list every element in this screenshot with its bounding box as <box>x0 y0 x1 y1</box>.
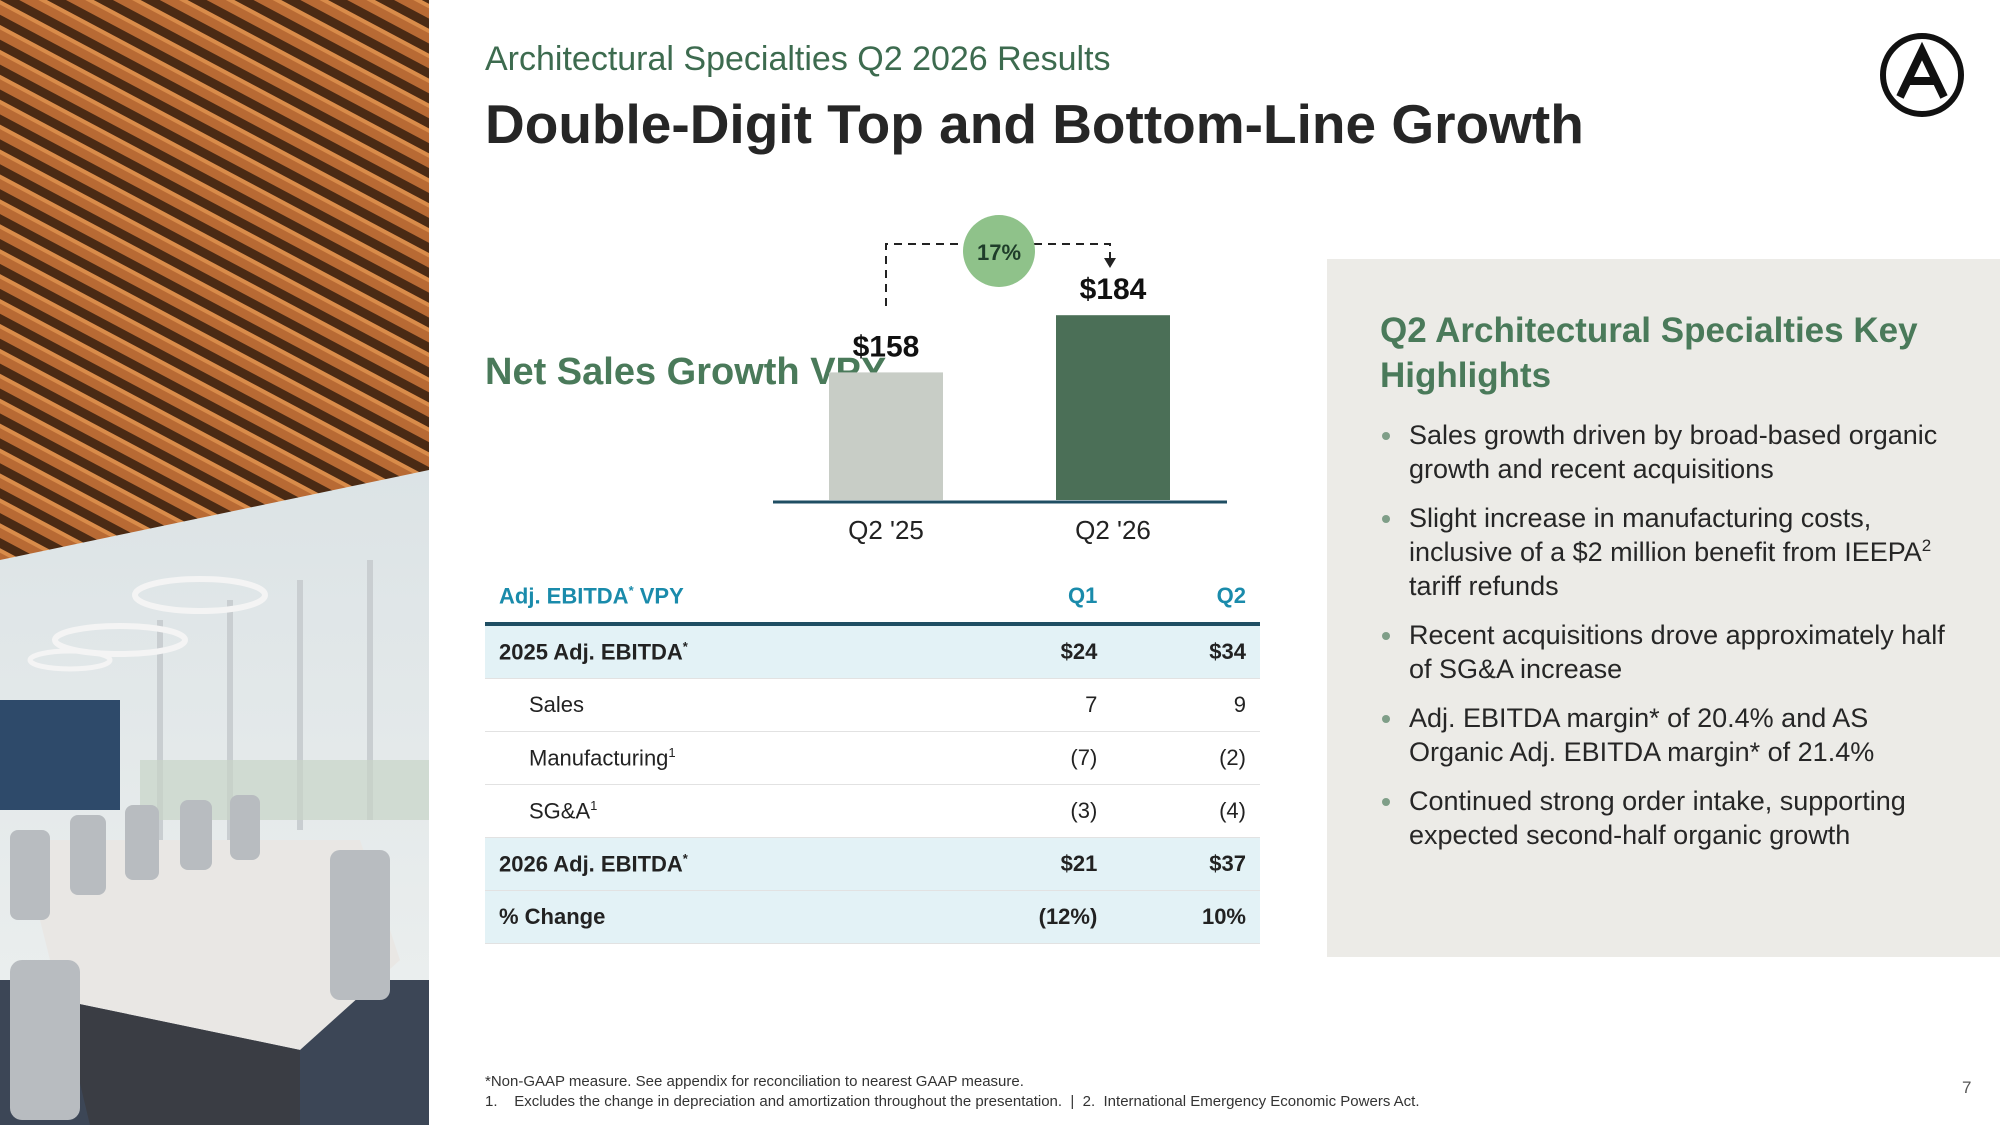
table-row: SG&A1 (3) (4) <box>485 784 1260 838</box>
superscript: 2 <box>1921 536 1932 555</box>
subtitle: Architectural Specialties Q2 2026 Result… <box>485 40 1111 78</box>
highlights-panel <box>1327 259 2000 957</box>
growth-label: 17% <box>977 240 1021 265</box>
table-cell: 2026 Adj. EBITDA* <box>485 837 933 891</box>
table-cell: (7) <box>932 731 1112 785</box>
superscript: * <box>682 638 688 654</box>
bullet: Adj. EBITDA margin* of 20.4% and AS Orga… <box>1380 701 1960 769</box>
bar-chart: Net Sales Growth VPY $158 Q2 '25 $184 Q2 '2… <box>485 215 1227 545</box>
bar <box>829 372 943 500</box>
x-tick-label: Q2 '26 <box>1075 515 1151 545</box>
text: 2025 Adj. EBITDA <box>499 639 683 665</box>
header-row: Adj. EBITDA* VPY Q1 Q2 <box>485 570 1260 626</box>
growth-badge <box>963 215 1035 287</box>
title: Double-Digit Top and Bottom-Line Growth <box>485 93 1584 155</box>
text: Slight increase in manufacturing costs, … <box>1409 503 1922 567</box>
header-cell: Q1 <box>932 570 1112 626</box>
footnote-line: 1. Excludes the change in depreciation a… <box>485 1092 1420 1112</box>
photo <box>0 0 429 1125</box>
table-cell: Manufacturing1 <box>485 731 933 785</box>
arrow-head <box>1104 258 1116 268</box>
footnote-number: 2. <box>1082 1093 1096 1110</box>
footnote: *Non-GAAP measure. See appendix for reco… <box>485 1073 1024 1090</box>
table-cell: (12%) <box>932 890 1112 944</box>
table-row: 2026 Adj. EBITDA* $21 $37 <box>485 837 1260 891</box>
bullet: Sales growth driven by broad-based organ… <box>1380 418 1960 486</box>
bullet: Slight increase in manufacturing costs, … <box>1380 501 1960 603</box>
highlights-list: Sales growth driven by broad-based organ… <box>1380 418 1960 867</box>
table-cell: 2025 Adj. EBITDA* <box>485 624 933 679</box>
text: VPY <box>633 583 684 609</box>
text: 2026 Adj. EBITDA <box>499 851 683 877</box>
text: tariff refunds <box>1409 571 1559 601</box>
footnotes: *Non-GAAP measure. See appendix for reco… <box>485 1072 1420 1112</box>
table-cell: $24 <box>932 624 1112 679</box>
table-cell: (3) <box>932 784 1112 838</box>
logo <box>1880 33 1964 117</box>
table-cell: $37 <box>1111 837 1260 891</box>
bullet: Recent acquisitions drove approximately … <box>1380 618 1960 686</box>
table-row: % Change (12%) 10% <box>485 890 1260 944</box>
table-cell: 10% <box>1111 890 1260 944</box>
table-cell: Sales <box>485 678 933 732</box>
text: Recent acquisitions drove approximately … <box>1409 620 1945 684</box>
ebitda-table: Adj. EBITDA* VPY Q1 Q2 2025 Adj. EBITDA* $24… <box>485 570 1260 944</box>
superscript: * <box>628 582 634 598</box>
table-cell: (2) <box>1111 731 1260 785</box>
text: Sales <box>529 692 585 717</box>
text: Adj. EBITDA margin* of 20.4% and AS Orga… <box>1409 703 1875 767</box>
table-cell: SG&A1 <box>485 784 933 838</box>
superscript: 1 <box>590 797 598 813</box>
footnote-number: 1. <box>485 1093 498 1110</box>
table-row: Sales 7 9 <box>485 678 1260 732</box>
page-number: 7 <box>1962 1078 1972 1097</box>
bar <box>1056 315 1170 500</box>
text: SG&A <box>529 798 591 824</box>
bullet: Continued strong order intake, supportin… <box>1380 784 1960 852</box>
footnote: International Emergency Economic Powers … <box>1103 1093 1420 1110</box>
superscript: * <box>682 850 688 866</box>
table-cell: (4) <box>1111 784 1260 838</box>
text: Sales growth driven by broad-based organ… <box>1409 420 1938 484</box>
highlights-title: Q2 Architectural Specialties Key Highlig… <box>1380 311 1918 395</box>
text: Adj. EBITDA <box>499 583 629 609</box>
superscript: 1 <box>668 744 676 760</box>
text: Continued strong order intake, supportin… <box>1409 786 1906 850</box>
header-cell: Q2 <box>1111 570 1260 626</box>
table-row: 2025 Adj. EBITDA* $24 $34 <box>485 624 1260 679</box>
separator: | <box>1070 1093 1075 1110</box>
table-cell: % Change <box>485 890 933 944</box>
chart-title: Net Sales Growth VPY <box>485 351 886 393</box>
text: Manufacturing <box>529 745 669 771</box>
value-label: $184 <box>1080 273 1147 306</box>
value-label: $158 <box>853 330 920 363</box>
x-tick-label: Q2 '25 <box>848 515 924 545</box>
header-cell: Adj. EBITDA* VPY <box>485 570 933 626</box>
table-cell: 7 <box>932 678 1112 732</box>
table-cell: $34 <box>1111 624 1260 679</box>
table-cell: $21 <box>932 837 1112 891</box>
table-row: Manufacturing1 (7) (2) <box>485 731 1260 785</box>
text: % Change <box>499 904 606 929</box>
footnote: Excludes the change in depreciation and … <box>514 1093 1063 1110</box>
table-cell: 9 <box>1111 678 1260 732</box>
